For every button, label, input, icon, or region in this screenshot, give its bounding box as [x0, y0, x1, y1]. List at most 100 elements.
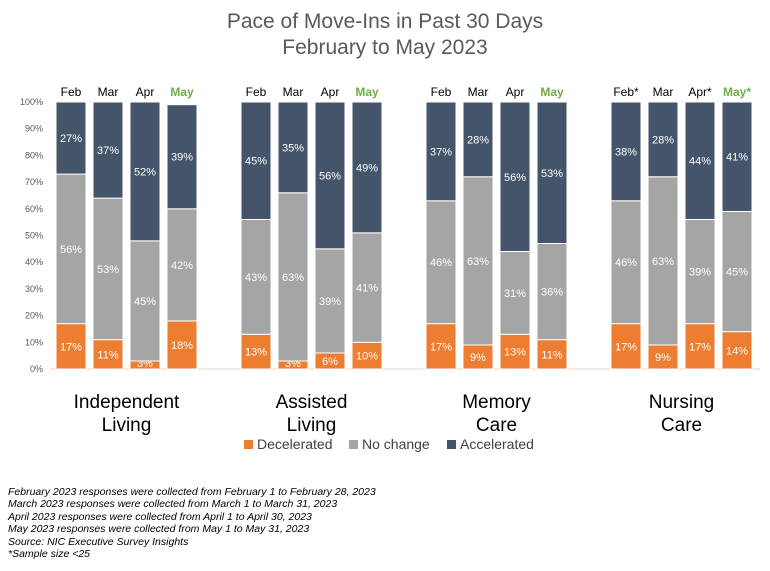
- month-label: Feb*: [613, 85, 639, 99]
- category-label: Care: [476, 415, 517, 436]
- bar-segment-accelerated: [351, 101, 383, 234]
- bar-segment-no-change: [425, 200, 457, 325]
- data-label: 13%: [504, 347, 526, 359]
- data-label: 10%: [356, 351, 378, 363]
- footnote: April 2023 responses were collected from…: [8, 510, 312, 523]
- bar-segment-decelerated: [684, 323, 716, 370]
- bar-segment-accelerated: [277, 101, 309, 194]
- bar-segment-accelerated: [536, 101, 568, 245]
- bar-segment-accelerated: [647, 101, 679, 178]
- data-label: 39%: [171, 152, 193, 164]
- category-label: Independent: [74, 392, 180, 413]
- data-label: 9%: [470, 352, 486, 364]
- bar-segment-accelerated: [462, 101, 494, 178]
- bar-segment-accelerated: [129, 101, 161, 242]
- bar-segment-no-change: [129, 240, 161, 362]
- bar-segment-decelerated: [55, 323, 87, 370]
- y-tick-label: 20%: [25, 311, 43, 321]
- data-label: 38%: [615, 146, 637, 158]
- bar-segment-no-change: [647, 176, 679, 346]
- data-label: 13%: [245, 347, 267, 359]
- data-label: 56%: [504, 172, 526, 184]
- data-label: 37%: [97, 145, 119, 157]
- bar-segment-no-change: [610, 200, 642, 325]
- bar-segment-accelerated: [721, 101, 753, 212]
- month-label: May*: [723, 85, 751, 99]
- data-label: 45%: [726, 267, 748, 279]
- y-tick-label: 0%: [30, 364, 43, 374]
- stacked-bar-chart: 0% 10% 20% 30% 40% 50% 60% 70% 80% 90% 100% 17% 56% 2…: [20, 85, 760, 452]
- bar-segment-decelerated: [240, 333, 272, 370]
- legend-swatch: [447, 440, 456, 449]
- y-tick-label: 80%: [25, 150, 43, 160]
- data-label: 63%: [282, 272, 304, 284]
- month-label: Apr*: [688, 85, 712, 99]
- bar-segment-no-change: [277, 192, 309, 362]
- bar-segment-accelerated: [610, 101, 642, 202]
- category-label: Care: [661, 415, 702, 436]
- data-label: 42%: [171, 260, 193, 272]
- data-label: 18%: [171, 340, 193, 352]
- data-label: 35%: [282, 142, 304, 154]
- bar-segment-no-change: [499, 251, 531, 335]
- category-label: Nursing: [649, 392, 714, 413]
- y-tick-label: 50%: [25, 231, 43, 241]
- legend-label: No change: [362, 436, 430, 452]
- bar-segment-no-change: [684, 218, 716, 325]
- bar-segment-no-change: [240, 218, 272, 335]
- category-label: Memory: [462, 392, 531, 413]
- bar-segment-decelerated: [351, 341, 383, 370]
- legend-label: Decelerated: [257, 436, 333, 452]
- category-label: Living: [102, 415, 152, 436]
- footnote: May 2023 responses were collected from M…: [8, 523, 310, 536]
- data-label: 37%: [430, 146, 452, 158]
- month-label: Apr: [321, 85, 340, 99]
- data-label: 45%: [134, 296, 156, 308]
- data-label: 14%: [726, 345, 748, 357]
- footnote: *Sample size <25: [8, 548, 91, 561]
- data-label: 56%: [60, 244, 82, 256]
- month-label: Mar: [468, 85, 489, 99]
- data-label: 41%: [726, 152, 748, 164]
- y-tick-label: 30%: [25, 284, 43, 294]
- category-label: Assisted: [276, 392, 348, 413]
- y-tick-label: 40%: [25, 257, 43, 267]
- data-label: 17%: [689, 341, 711, 353]
- data-label: 53%: [97, 264, 119, 276]
- data-label: 36%: [541, 287, 563, 299]
- y-tick-label: 100%: [20, 97, 43, 107]
- bar-segment-accelerated: [425, 101, 457, 202]
- data-label: 31%: [504, 288, 526, 300]
- data-label: 56%: [319, 170, 341, 182]
- y-tick-label: 90%: [25, 124, 43, 134]
- data-label: 28%: [467, 134, 489, 146]
- data-label: 53%: [541, 168, 563, 180]
- bar-segment-accelerated: [314, 101, 346, 250]
- data-label: 49%: [356, 162, 378, 174]
- bar-segment-accelerated: [92, 101, 124, 199]
- bar-segment-accelerated: [166, 104, 198, 210]
- bar-segment-decelerated: [647, 344, 679, 370]
- bar-segment-no-change: [462, 176, 494, 346]
- legend-swatch: [244, 440, 253, 449]
- data-label: 9%: [655, 352, 671, 364]
- bar-segment-no-change: [314, 248, 346, 354]
- month-label: Mar: [283, 85, 304, 99]
- month-label: Feb: [246, 85, 267, 99]
- chart-title: Pace of Move-Ins in Past 30 Days: [226, 10, 544, 33]
- data-label: 17%: [60, 341, 82, 353]
- month-label: Feb: [61, 85, 82, 99]
- data-label: 28%: [652, 134, 674, 146]
- data-label: 46%: [430, 257, 452, 269]
- bar-segment-decelerated: [499, 333, 531, 370]
- data-label: 39%: [319, 296, 341, 308]
- month-label: Mar: [653, 85, 674, 99]
- month-label: May: [540, 85, 564, 99]
- data-label: 27%: [60, 133, 82, 145]
- y-tick-label: 70%: [25, 177, 43, 187]
- bar-segment-accelerated: [240, 101, 272, 220]
- data-label: 46%: [615, 257, 637, 269]
- bar-segment-no-change: [92, 197, 124, 341]
- bar-segment-decelerated: [92, 339, 124, 370]
- legend-label: Accelerated: [460, 436, 534, 452]
